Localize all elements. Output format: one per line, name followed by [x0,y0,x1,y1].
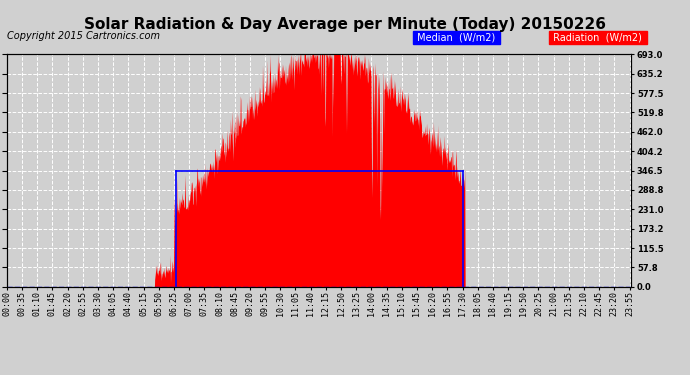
Text: Copyright 2015 Cartronics.com: Copyright 2015 Cartronics.com [7,32,160,41]
Text: Solar Radiation & Day Average per Minute (Today) 20150226: Solar Radiation & Day Average per Minute… [84,17,606,32]
Text: Radiation  (W/m2): Radiation (W/m2) [551,33,645,42]
Text: Median  (W/m2): Median (W/m2) [414,33,498,42]
